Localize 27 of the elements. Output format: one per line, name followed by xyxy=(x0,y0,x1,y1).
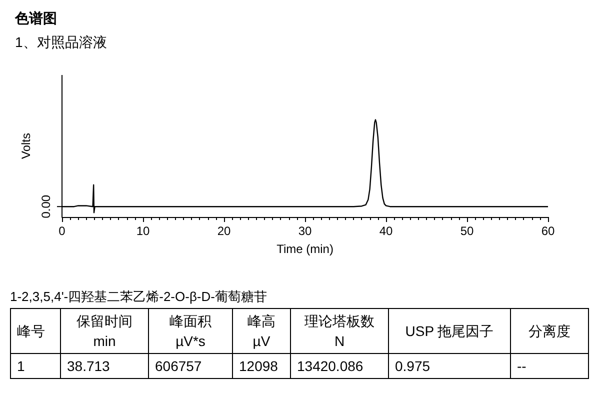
text: 保留时间 min xyxy=(60,308,148,354)
text: 峰号 xyxy=(10,308,60,354)
text: 38.713 xyxy=(60,354,148,378)
text: 峰面积 µV*s xyxy=(148,308,232,354)
text: 12098 xyxy=(232,354,290,378)
text: 分离度 xyxy=(510,308,588,354)
x-axis-title: Time (min) xyxy=(276,242,334,256)
text: 1-2,3,5,4'-四羟基二苯乙烯-2-O-β-D-葡萄糖苷 xyxy=(10,288,267,306)
x-tick-label: 0 xyxy=(58,224,66,238)
y-axis-title: Volts xyxy=(19,132,33,160)
text: USP 拖尾因子 xyxy=(388,308,510,354)
x-tick-label: 60 xyxy=(541,224,555,238)
x-tick-label: 20 xyxy=(217,224,231,238)
text: 0.975 xyxy=(388,354,510,378)
text: 理论塔板数 N xyxy=(290,308,388,354)
text: 606757 xyxy=(148,354,232,378)
x-tick-label: 40 xyxy=(379,224,393,238)
text: 13420.086 xyxy=(290,354,388,378)
text: -- xyxy=(510,354,588,378)
chart-subtitle: 1、对照品溶液 xyxy=(15,34,107,50)
text: 0.00 xyxy=(39,194,53,218)
text: 1 xyxy=(10,354,60,378)
x-tick-label: 50 xyxy=(460,224,474,238)
text: 峰高 µV xyxy=(232,308,290,354)
x-tick-label: 30 xyxy=(298,224,312,238)
x-tick-label: 10 xyxy=(136,224,150,238)
chart-title: 色谱图 xyxy=(14,10,57,26)
